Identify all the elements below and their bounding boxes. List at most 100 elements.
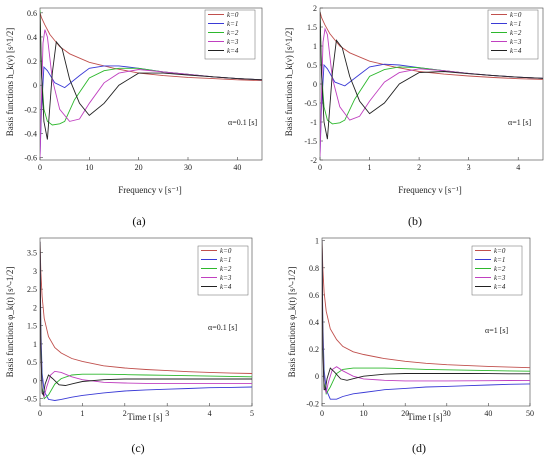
x-tick-label: 40	[233, 163, 241, 172]
y-tick-label: 0	[33, 376, 37, 385]
legend-entry: k=4	[510, 47, 522, 55]
y-tick-label: -0.4	[24, 129, 37, 138]
x-tick-label: 1	[368, 163, 372, 172]
y-tick-label: 0.2	[27, 57, 37, 66]
chart-panel-d: 0 10 20 30 40 50-0.200.20.40.60.81k=0k=1k=2k=…	[287, 237, 534, 455]
y-tick-label: -0.5	[24, 395, 37, 404]
y-tick-label: 1	[315, 237, 319, 246]
y-tick-label: 1.5	[307, 23, 317, 32]
alpha-annotation: α=1 [s]	[485, 326, 508, 335]
panel-label: (b)	[408, 214, 422, 228]
legend-entry: k=0	[227, 11, 239, 19]
y-tick-label: 0	[33, 81, 37, 90]
y-tick-label: 2.5	[27, 285, 37, 294]
legend-entry: k=2	[494, 265, 506, 273]
legend-entry: k=1	[227, 20, 238, 28]
x-axis-label: Frequency ν [s⁻¹]	[118, 185, 182, 195]
y-tick-label: -2	[310, 156, 317, 165]
y-tick-label: -1	[310, 118, 317, 127]
legend-entry: k=1	[494, 256, 505, 264]
series-line-k1	[40, 241, 252, 401]
x-tick-label: 3	[467, 163, 471, 172]
x-tick-label: 1	[80, 409, 84, 418]
legend-entry: k=0	[494, 247, 506, 255]
y-axis-label: Basis functions φ_k(t) [s^-1/2]	[5, 267, 15, 378]
legend-entry: k=3	[510, 38, 522, 46]
series-line-k0	[320, 11, 543, 80]
legend-entry: k=4	[227, 47, 239, 55]
y-tick-label: 0.6	[309, 291, 319, 300]
series-line-k4	[40, 12, 262, 140]
x-tick-label: 20	[401, 409, 409, 418]
y-tick-label: 3.5	[27, 249, 37, 258]
legend-entry: k=2	[227, 29, 239, 37]
series-line-k0	[322, 240, 530, 369]
series-line-k3	[40, 29, 262, 158]
y-tick-label: 0.6	[27, 9, 37, 18]
series-line-k0	[40, 241, 252, 374]
x-tick-label: 0	[38, 409, 42, 418]
y-tick-label: 0.5	[307, 61, 317, 70]
x-tick-label: 0	[318, 163, 322, 172]
series-line-k1	[322, 240, 530, 400]
legend-entry: k=3	[220, 274, 232, 282]
series-line-k4	[322, 240, 530, 391]
y-tick-label: 3	[33, 267, 37, 276]
y-tick-label: -0.5	[304, 99, 317, 108]
x-tick-label: 20	[135, 163, 143, 172]
y-tick-label: 1.5	[27, 322, 37, 331]
chart-panel-b: 0 1 2 3 4 -2 -1.5 -1 -0.5 0 0.5 1 1.5 2 k=0k=1k=2k=3k=…	[284, 4, 544, 228]
x-tick-label: 40	[484, 409, 492, 418]
x-tick-label: 10	[85, 163, 93, 172]
x-axis-label: Time t [s]	[127, 412, 162, 422]
y-tick-label: 1	[33, 340, 37, 349]
series-line-k4	[40, 241, 252, 397]
panel-label: (d)	[412, 441, 426, 455]
y-tick-label: 1	[313, 42, 317, 51]
x-tick-label: 10	[360, 409, 368, 418]
legend-entry: k=3	[494, 274, 506, 282]
y-axis-label: Basis functions h_k(ν) [s^1/2]	[5, 28, 15, 137]
y-tick-label: -0.2	[24, 105, 37, 114]
y-tick-label: -1.5	[304, 137, 317, 146]
x-tick-label: 50	[526, 409, 534, 418]
x-tick-label: 0	[320, 409, 324, 418]
legend-entry: k=2	[220, 265, 232, 273]
chart-panel-c: 0 1 2 3 4 5-0.500.511.522.533.5 k=0k=1k=2k=3k=…	[5, 237, 254, 455]
x-tick-label: 30	[184, 163, 192, 172]
alpha-annotation: α=0.1 [s]	[208, 323, 237, 332]
series-line-k0	[40, 12, 262, 82]
y-tick-label: 0.4	[27, 33, 37, 42]
plot-frame	[39, 7, 263, 161]
legend-entry: k=0	[510, 11, 522, 19]
legend-entry: k=2	[510, 29, 522, 37]
y-tick-label: 0.4	[309, 318, 319, 327]
x-tick-label: 4	[208, 409, 212, 418]
x-axis-label: Frequency ν [s⁻¹]	[398, 185, 462, 195]
alpha-annotation: α=1 [s]	[508, 118, 531, 127]
panel-label: (a)	[132, 214, 145, 228]
x-axis-label: Time t [s]	[407, 412, 442, 422]
plot-frame	[39, 237, 253, 407]
legend-entry: k=3	[227, 38, 239, 46]
x-tick-label: 2	[123, 409, 127, 418]
chart-panel-a: 0 10 20 30 40 -0.6 -0.4 -0.2 0 0.2 0.4 0.6 k=0k=1k=2…	[5, 7, 263, 228]
alpha-annotation: α=0.1 [s]	[228, 118, 257, 127]
x-tick-label: 5	[250, 409, 254, 418]
x-tick-label: 0	[38, 163, 42, 172]
legend-entry: k=1	[220, 256, 231, 264]
y-tick-label: 0.2	[309, 345, 319, 354]
series-line-k4	[320, 11, 543, 140]
x-tick-label: 4	[516, 163, 520, 172]
panel-label: (c)	[131, 441, 144, 455]
y-axis-label: Basis functions φ_k(t) [s^-1/2]	[287, 267, 297, 378]
legend-entry: k=4	[220, 283, 232, 291]
y-tick-label: 2	[313, 4, 317, 13]
y-tick-label: -0.2	[306, 399, 319, 408]
y-tick-label: 0	[313, 80, 317, 89]
x-tick-label: 30	[443, 409, 451, 418]
y-tick-label: 0.5	[27, 358, 37, 367]
series-line-k3	[40, 241, 252, 399]
y-axis-label: Basis functions h_k(ν) [s^1/2]	[284, 28, 294, 137]
